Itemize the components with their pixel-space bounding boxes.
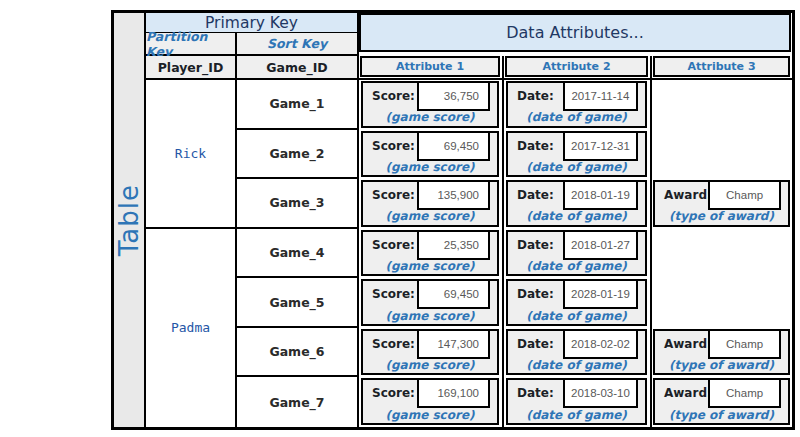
attribute-cell: Score: 69,450 (game score) (359, 130, 504, 180)
table-grid: Primary Key Data Attributes... Partition… (146, 13, 792, 427)
attribute-cell: Date: 2017-12-31 (date of game) (504, 130, 652, 180)
table-diagram: Table Primary Key Data Attributes... Par… (111, 10, 795, 430)
attribute-cell-empty (652, 229, 792, 279)
player-cell-padma: Padma (146, 229, 237, 427)
attribute-label: Score: (363, 182, 417, 208)
attribute-value-box: 2018-01-19 (563, 180, 638, 210)
attribute-cell: Score: 69,450 (game score) (359, 278, 504, 328)
game-cell: Game_2 (237, 130, 359, 180)
attribute-value-box: 36,750 (417, 81, 490, 111)
sort-key-header: Sort Key (237, 33, 359, 56)
attribute-caption: (date of game) (508, 307, 645, 324)
attribute-cell: Date: 2018-03-10 (date of game) (504, 377, 652, 427)
attribute-cell: Score: 25,350 (game score) (359, 229, 504, 279)
attribute-value-box: 169,100 (417, 378, 490, 408)
attribute-caption: (game score) (363, 159, 497, 176)
table-side-strip: Table (114, 13, 146, 427)
attribute-label: Date: (508, 133, 563, 159)
table-side-label: Table (114, 184, 144, 256)
attribute-caption: (game score) (363, 109, 497, 126)
attribute-label: Score: (363, 380, 417, 406)
game-cell: Game_1 (237, 80, 359, 130)
attribute-1-header: Attribute 1 (359, 56, 504, 80)
game-cell: Game_4 (237, 229, 359, 279)
attribute-3-header: Attribute 3 (652, 56, 792, 80)
attribute-cell: Score: 147,300 (game score) (359, 328, 504, 378)
attribute-label: Award: (655, 182, 708, 208)
attribute-caption: (game score) (363, 208, 497, 225)
attribute-value-box: 2018-01-27 (563, 230, 638, 260)
attribute-value-box: Champ (708, 329, 781, 359)
attribute-value-box: 2018-03-10 (563, 378, 638, 408)
attribute-label: Date: (508, 331, 563, 357)
attribute-caption: (game score) (363, 258, 497, 275)
attribute-label: Date: (508, 83, 563, 109)
attribute-label: Award: (655, 380, 708, 406)
attribute-caption: (type of award) (655, 357, 788, 374)
attribute-caption: (game score) (363, 307, 497, 324)
data-attributes-title: Data Attributes... (359, 13, 791, 52)
attribute-label: Score: (363, 232, 417, 258)
attribute-cell: Score: 169,100 (game score) (359, 377, 504, 427)
attribute-value-box: Champ (708, 180, 781, 210)
attribute-caption: (type of award) (655, 208, 788, 225)
attribute-value-box: 2017-11-14 (563, 81, 638, 111)
attribute-caption: (date of game) (508, 357, 645, 374)
data-attributes-header: Data Attributes... (359, 13, 792, 56)
attribute-value-box: Champ (708, 378, 781, 408)
attribute-cell-empty (652, 80, 792, 130)
game-cell: Game_6 (237, 328, 359, 378)
attribute-value-box: 2028-01-19 (563, 279, 638, 309)
attribute-cell: Date: 2018-02-02 (date of game) (504, 328, 652, 378)
attribute-value-box: 135,900 (417, 180, 490, 210)
game-cell: Game_3 (237, 179, 359, 229)
attribute-3-label: Attribute 3 (653, 56, 790, 77)
attribute-cell-empty (652, 130, 792, 180)
attribute-cell: Award: Champ (type of award) (652, 328, 792, 378)
game-cell: Game_7 (237, 377, 359, 427)
attribute-value-box: 2017-12-31 (563, 131, 638, 161)
attribute-2-label: Attribute 2 (505, 56, 648, 77)
attribute-cell: Date: 2018-01-27 (date of game) (504, 229, 652, 279)
attribute-label: Date: (508, 232, 563, 258)
game-id-header: Game_ID (237, 56, 359, 80)
attribute-caption: (date of game) (508, 208, 645, 225)
attribute-label: Score: (363, 281, 417, 307)
attribute-value-box: 69,450 (417, 279, 490, 309)
attribute-caption: (date of game) (508, 109, 645, 126)
attribute-caption: (date of game) (508, 406, 645, 423)
attribute-value-box: 25,350 (417, 230, 490, 260)
player-id-header: Player_ID (146, 56, 237, 80)
attribute-caption: (game score) (363, 406, 497, 423)
attribute-cell: Date: 2017-11-14 (date of game) (504, 80, 652, 130)
attribute-value-box: 69,450 (417, 131, 490, 161)
attribute-value-box: 2018-02-02 (563, 329, 638, 359)
attribute-label: Score: (363, 331, 417, 357)
attribute-cell: Score: 135,900 (game score) (359, 179, 504, 229)
attribute-caption: (game score) (363, 357, 497, 374)
attribute-caption: (date of game) (508, 258, 645, 275)
attribute-value-box: 147,300 (417, 329, 490, 359)
attribute-cell: Score: 36,750 (game score) (359, 80, 504, 130)
attribute-label: Award: (655, 331, 708, 357)
attribute-caption: (type of award) (655, 406, 788, 423)
attribute-label: Score: (363, 83, 417, 109)
attribute-label: Date: (508, 281, 563, 307)
game-cell: Game_5 (237, 278, 359, 328)
attribute-label: Date: (508, 380, 563, 406)
attribute-cell-empty (652, 278, 792, 328)
attribute-label: Date: (508, 182, 563, 208)
attribute-label: Score: (363, 133, 417, 159)
attribute-cell: Date: 2018-01-19 (date of game) (504, 179, 652, 229)
attribute-cell: Award: Champ (type of award) (652, 377, 792, 427)
attribute-cell: Date: 2028-01-19 (date of game) (504, 278, 652, 328)
attribute-1-label: Attribute 1 (360, 56, 500, 77)
attribute-caption: (date of game) (508, 159, 645, 176)
attribute-cell: Award: Champ (type of award) (652, 179, 792, 229)
attribute-2-header: Attribute 2 (504, 56, 652, 80)
partition-key-header: Partition Key (146, 33, 237, 56)
player-cell-rick: Rick (146, 80, 237, 229)
